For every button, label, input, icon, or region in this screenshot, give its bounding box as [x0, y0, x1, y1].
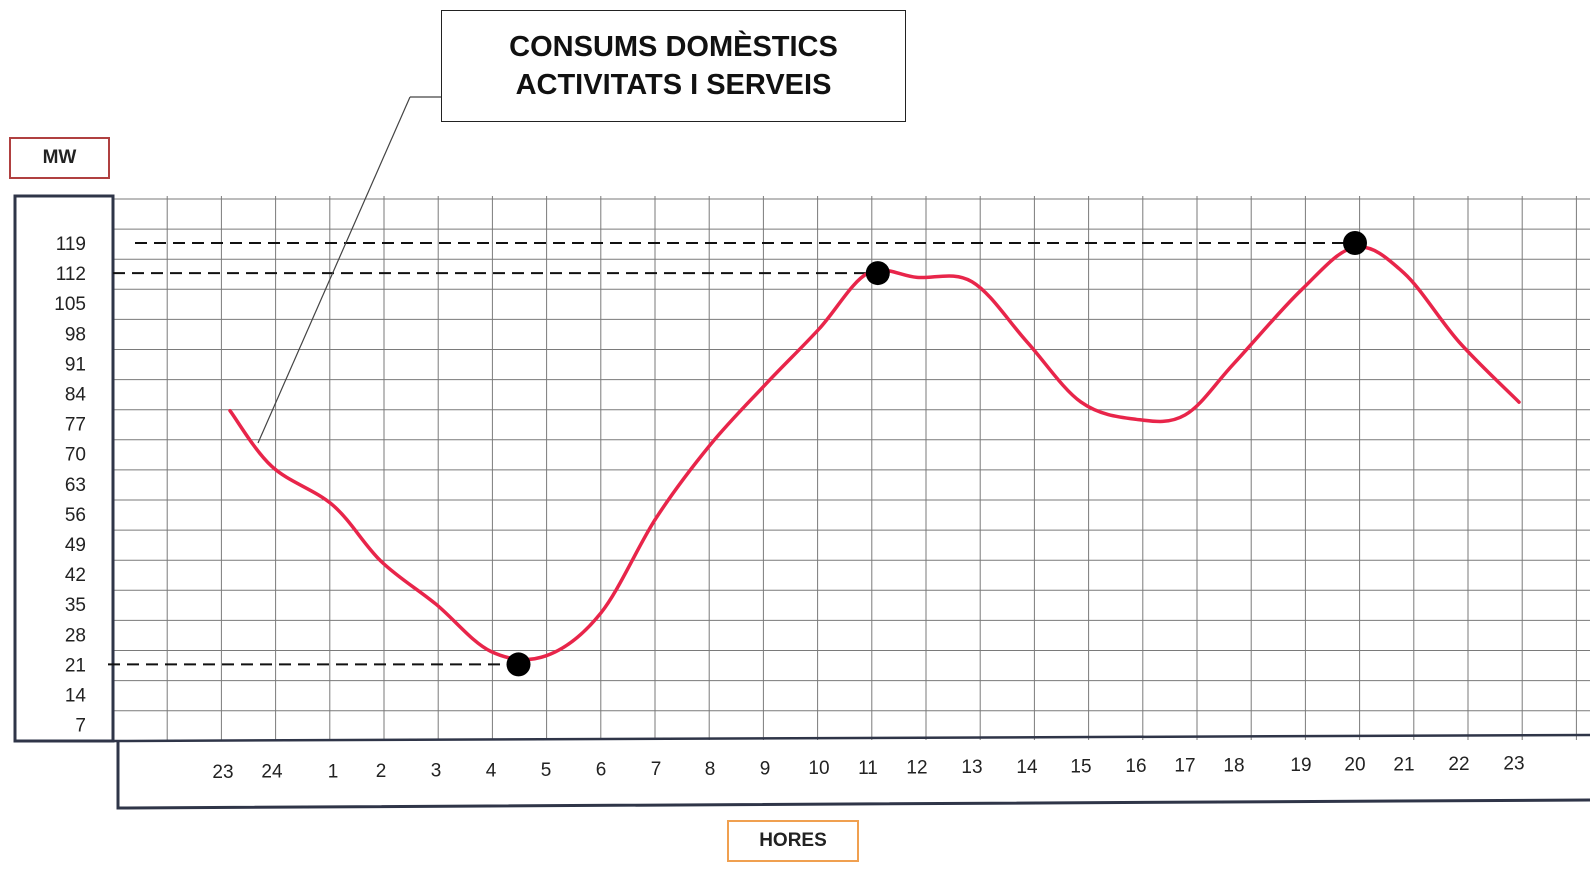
y-tick-label: 28	[65, 625, 86, 646]
x-axis-frame	[116, 741, 1590, 810]
axis-frames	[13, 194, 1590, 810]
y-tick-label: 98	[65, 324, 86, 345]
x-tick-label: 19	[1290, 755, 1311, 776]
y-tick-label: 70	[65, 445, 86, 466]
x-tick-label: 11	[858, 758, 878, 779]
marker-point	[506, 652, 531, 677]
series-group	[228, 245, 1521, 662]
x-axis-baseline	[112, 733, 1590, 743]
x-tick-labels: 23 24 1 2 3 4 5 6 7 8 9 10 11 12 13 14 15 16 17 18 19 20 21 22 2…	[212, 754, 1524, 783]
x-tick-label: 7	[651, 759, 662, 780]
y-tick-label: 63	[65, 475, 86, 496]
x-tick-label: 15	[1070, 756, 1091, 777]
marker-point	[1343, 231, 1367, 255]
x-tick-label: 23	[1503, 754, 1524, 775]
marker-point	[865, 261, 890, 286]
y-tick-labels: 119 112 105 98 91 84 77 70 63 56 49 42 35 28 21 14 7	[54, 234, 86, 737]
y-tick-label: 105	[54, 294, 86, 315]
x-axis-label: HORES	[727, 820, 859, 862]
y-tick-label: 91	[65, 354, 86, 375]
chart-title-line-2: ACTIVITATS I SERVEIS	[515, 69, 832, 101]
reference-lines	[108, 242, 1355, 666]
x-tick-label: 9	[760, 759, 771, 780]
y-tick-label: 21	[65, 655, 86, 676]
markers-group	[506, 231, 1367, 677]
x-tick-label: 6	[596, 760, 607, 781]
title-pointer-line-diagonal	[257, 96, 411, 444]
x-tick-label: 23	[212, 762, 233, 783]
x-tick-label: 13	[961, 757, 982, 778]
x-tick-label: 1	[328, 761, 339, 782]
series-line	[228, 245, 1521, 662]
y-tick-label: 119	[56, 234, 86, 255]
y-tick-label: 49	[65, 535, 86, 556]
x-tick-label: 12	[906, 757, 927, 778]
grid-vertical	[112, 196, 1577, 740]
x-tick-label: 14	[1016, 757, 1038, 778]
x-tick-label: 21	[1393, 754, 1414, 775]
x-tick-label: 16	[1125, 756, 1146, 777]
y-tick-label: 7	[75, 716, 86, 737]
x-tick-label: 8	[705, 759, 716, 780]
x-tick-label: 5	[541, 760, 552, 781]
y-tick-label: 112	[56, 264, 86, 285]
x-tick-label: 22	[1448, 754, 1469, 775]
y-tick-label: 56	[65, 505, 86, 526]
x-tick-label: 10	[808, 758, 829, 779]
y-axis-label: MW	[9, 137, 110, 179]
x-tick-label: 3	[431, 761, 442, 782]
chart-title-line-1: CONSUMS DOMÈSTICS	[509, 31, 838, 63]
y-tick-label: 35	[65, 595, 86, 616]
x-tick-label: 24	[261, 762, 283, 783]
x-tick-label: 4	[486, 760, 497, 781]
y-tick-label: 77	[65, 415, 86, 436]
chart-title: CONSUMS DOMÈSTICS ACTIVITATS I SERVEIS	[441, 10, 906, 122]
y-tick-label: 84	[65, 385, 87, 406]
x-tick-label: 20	[1344, 755, 1365, 776]
x-tick-label: 17	[1174, 756, 1195, 777]
y-axis-frame	[13, 194, 115, 743]
x-tick-label: 2	[376, 761, 387, 782]
y-tick-label: 14	[65, 686, 87, 707]
x-tick-label: 18	[1223, 755, 1244, 776]
grid-horizontal	[113, 198, 1590, 712]
y-tick-label: 42	[65, 565, 86, 586]
